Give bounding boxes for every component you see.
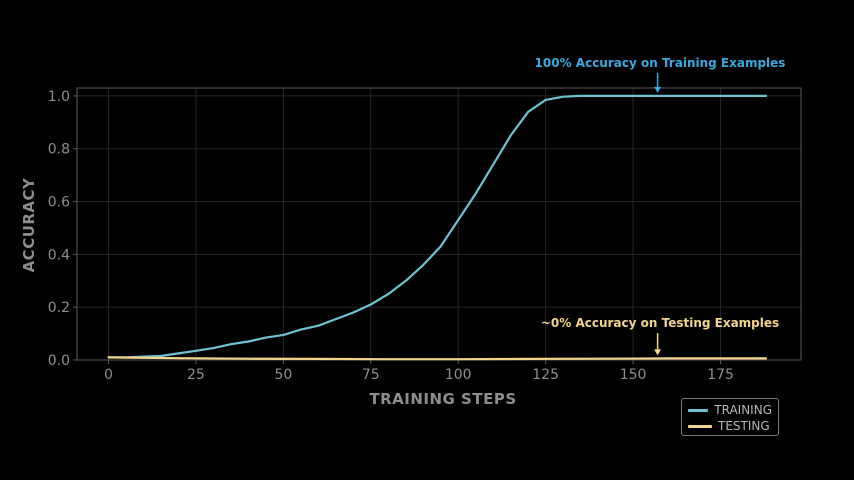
- x-axis-title: TRAINING STEPS: [369, 390, 516, 408]
- x-tick-label: 125: [532, 367, 559, 383]
- x-tick-label: 0: [104, 367, 113, 383]
- y-tick-label: 0.2: [48, 300, 70, 316]
- training-swatch: [688, 408, 709, 412]
- annotation-arrowhead-training: [654, 86, 662, 93]
- x-tick-label: 75: [362, 367, 380, 383]
- legend-label-testing: TESTING: [718, 419, 770, 433]
- x-axis-ticks: 0 25 50 75 100 125 150 175: [104, 360, 734, 383]
- x-tick-label: 50: [274, 367, 292, 383]
- y-axis-title: ACCURACY: [20, 177, 38, 272]
- series-lines: [107, 94, 768, 361]
- annotations: 100% Accuracy on Training Examples ~0% Ac…: [535, 56, 786, 356]
- legend: TRAINING TESTING: [681, 398, 779, 436]
- y-tick-label: 0.4: [48, 247, 70, 263]
- legend-item-training: TRAINING: [688, 402, 772, 418]
- y-axis-ticks: 0.0 0.2 0.4 0.6 0.8 1.0: [48, 89, 77, 369]
- y-tick-label: 1.0: [48, 89, 70, 105]
- testing-swatch: [688, 424, 712, 428]
- y-tick-label: 0.0: [48, 353, 70, 369]
- legend-item-testing: TESTING: [688, 418, 772, 434]
- x-tick-label: 25: [187, 367, 205, 383]
- x-tick-label: 175: [707, 367, 734, 383]
- x-tick-label: 100: [445, 367, 472, 383]
- series-line-training: [107, 94, 768, 359]
- annotation-testing: ~0% Accuracy on Testing Examples: [541, 316, 779, 330]
- y-tick-label: 0.8: [48, 142, 70, 158]
- legend-label-training: TRAINING: [714, 403, 772, 417]
- annotation-training: 100% Accuracy on Training Examples: [535, 56, 786, 70]
- y-tick-label: 0.6: [48, 195, 70, 211]
- x-tick-label: 150: [620, 367, 647, 383]
- annotation-arrowhead-testing: [654, 349, 662, 356]
- series-line-testing: [107, 356, 768, 361]
